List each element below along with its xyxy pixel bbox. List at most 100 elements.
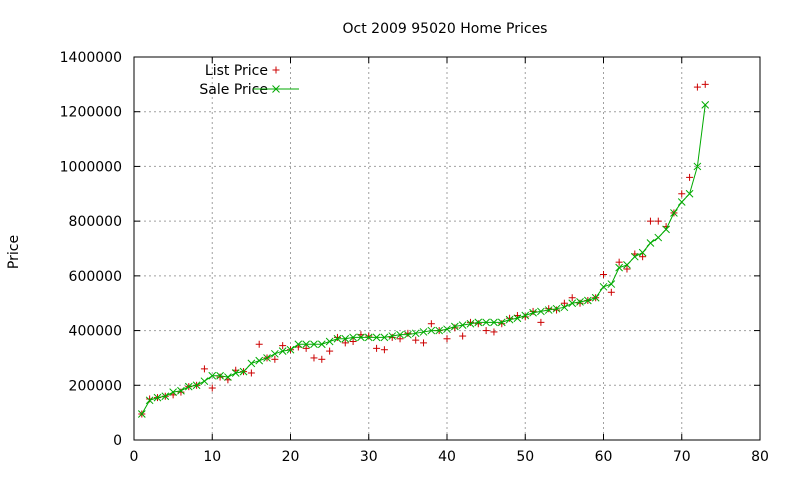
sale-price-point [341,334,350,343]
list-price-point [600,270,607,278]
sale-price-point [537,307,545,316]
y-axis-label: Price [6,235,22,269]
marker-stroke [184,382,193,391]
list-price-point [388,333,396,341]
y-tick-label: 1400000 [60,50,122,66]
sale-price-point [396,330,404,339]
sale-price-point [263,354,271,362]
sale-price-point [466,319,475,328]
marker-stroke [693,162,702,171]
marker-stroke [607,280,616,288]
sale-price-point [411,329,420,338]
marker-stroke [591,293,600,302]
marker-stroke [380,333,389,342]
sale-price-point [278,347,287,355]
marker-stroke [474,318,483,327]
sale-price-point [294,340,303,349]
list-price-point [420,339,428,347]
marker-stroke [372,333,381,342]
sale-price-point [443,325,451,334]
marker-stroke [560,303,569,312]
marker-stroke [216,371,224,380]
marker-stroke [427,326,436,335]
list-price-point [365,332,373,340]
sale-price-point [560,303,569,312]
list-price-point [553,306,561,314]
sale-price-point [623,261,631,269]
sale-price-point [404,330,412,339]
list-price-point [200,365,208,373]
legend-list-price-label: List Price [205,63,268,79]
marker-stroke [270,349,279,358]
y-tick-label: 200000 [69,378,122,394]
marker-stroke [145,396,154,405]
sale-price-point [153,393,162,402]
list-price-point [208,384,216,392]
sale-price-point [372,333,381,342]
list-price-point [318,355,326,363]
sale-price-point [169,388,177,396]
marker-stroke [247,359,256,368]
list-price-point [623,265,631,273]
legend-sale-price-marker [272,85,280,93]
marker-stroke [161,392,170,401]
sale-price-point [145,396,154,405]
marker-stroke [497,318,506,327]
list-price-point [404,329,412,337]
list-price-point [326,347,334,355]
list-price-point [341,339,349,347]
list-price-point [349,338,357,346]
sale-price-point [529,308,537,317]
sale-price-point [615,263,624,272]
marker-stroke [419,328,428,336]
list-price-point [560,299,568,307]
sale-price-point [333,334,342,343]
x-tick-label: 80 [751,449,769,465]
series-layer [137,80,710,418]
sale-price-point [513,314,522,323]
list-price-point [380,346,388,354]
list-price-point [255,340,263,348]
sale-price-point [482,318,490,327]
y-tick-label: 400000 [69,324,122,340]
sale-price-point [544,306,553,314]
sale-price-point [662,225,670,234]
list-price-point [678,190,686,198]
sale-price-point [200,377,209,386]
sale-price-point [216,371,224,380]
x-tick-label: 0 [130,449,139,465]
marker-stroke [200,377,209,386]
sale-price-point [364,333,373,342]
marker-stroke [638,248,647,257]
list-price-point [693,83,701,91]
marker-stroke [450,322,459,331]
sale-price-point [224,373,232,381]
marker-stroke [341,334,350,343]
list-price-point [279,342,287,350]
list-price-point [451,324,459,332]
marker-stroke [278,347,287,355]
sale-price-point [317,340,326,349]
sale-price-point [654,233,663,242]
marker-stroke [357,333,365,342]
list-price-point [302,344,310,352]
legend-list-price-marker [272,66,280,74]
list-price-point [427,320,435,328]
chart-title: Oct 2009 95020 Home Prices [343,21,548,37]
list-price-point [639,253,647,261]
marker-stroke [192,381,201,390]
marker-stroke [411,329,420,338]
marker-stroke [646,239,655,247]
marker-stroke [294,340,303,349]
marker-stroke [333,334,342,343]
sale-price-point [701,101,710,109]
list-price-point [482,327,490,335]
list-price-point [615,258,623,266]
sale-price-point [427,326,436,335]
sale-price-point [576,297,584,306]
marker-stroke [544,306,553,314]
marker-stroke [615,263,624,272]
list-price-point [412,336,420,344]
x-tick-label: 40 [438,449,456,465]
